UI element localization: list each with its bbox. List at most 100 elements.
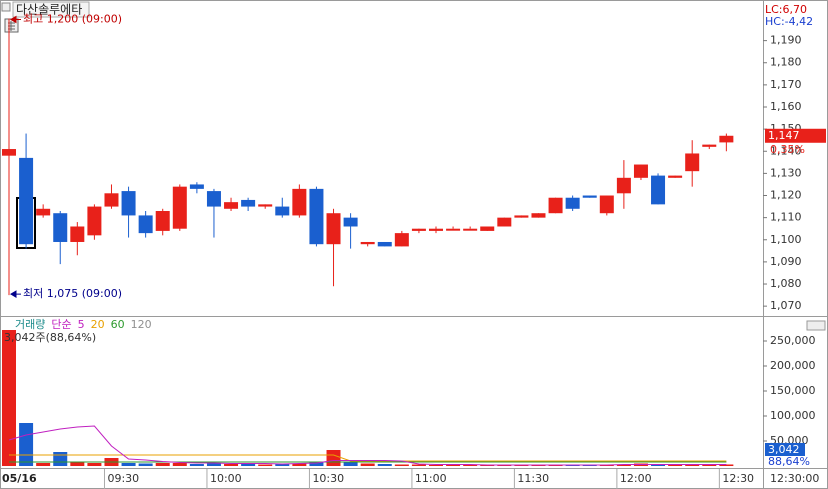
corner-label: 12:30:00: [770, 472, 819, 485]
volume-bar: [377, 464, 392, 466]
volume-bar: [446, 465, 461, 466]
legend-entry: 120: [131, 318, 152, 331]
title-box[interactable]: [12, 1, 90, 18]
volume-bar: [87, 463, 102, 466]
candle-body: [702, 144, 717, 147]
volume-bar: [155, 463, 170, 466]
last-price-box: [765, 128, 826, 143]
candle-body: [275, 206, 290, 216]
volume-bar: [326, 450, 341, 466]
candle-body: [480, 226, 495, 231]
candle-body: [138, 215, 153, 234]
candle-body: [633, 164, 648, 178]
x-tick-label: 12:30: [722, 472, 754, 485]
y-tick-label: 1,100: [770, 233, 802, 246]
volume-bar: [719, 464, 734, 466]
candle-body: [616, 177, 631, 194]
candle-body: [121, 191, 136, 216]
candle-body: [206, 191, 221, 207]
x-tick-label: 11:30: [517, 472, 549, 485]
candle-body: [53, 213, 68, 242]
y-tick-label: 1,120: [770, 189, 802, 202]
y-tick-label: 100,000: [770, 409, 816, 422]
last-price-label: 1,147: [768, 129, 800, 142]
candle-body: [463, 228, 478, 231]
y-tick-label: 1,130: [770, 166, 802, 179]
candle-body: [241, 199, 256, 207]
y-tick-label: 1,110: [770, 211, 802, 224]
candle-body: [104, 193, 119, 207]
candle-body: [565, 197, 580, 209]
y-tick-label: 1,160: [770, 100, 802, 113]
change-label: 0,35%: [770, 143, 805, 156]
volume-bar: [292, 463, 307, 466]
y-tick-label: 1,180: [770, 56, 802, 69]
grid-icon-lines: [8, 21, 15, 31]
ratio-label: 88,64%: [768, 455, 810, 468]
volume-bar: [394, 464, 409, 466]
menu-icon[interactable]: [1, 2, 11, 12]
annotation-arrow: [10, 15, 21, 24]
candle-body: [326, 213, 341, 245]
annotation-arrow: [10, 290, 21, 298]
candle-body: [411, 228, 426, 231]
moving-average: [8, 425, 727, 466]
candle-body: [70, 226, 85, 242]
candle-body: [548, 197, 563, 214]
volume-bar: [206, 463, 221, 466]
candle-body: [446, 228, 461, 231]
y-tick-label: 200,000: [770, 359, 816, 372]
candle-body: [531, 213, 546, 218]
candle-body: [497, 217, 512, 227]
candle-body: [19, 157, 34, 245]
legend-entry: 60: [111, 318, 125, 331]
stat-label: LC:6,70: [765, 3, 807, 16]
candle-body: [2, 149, 16, 156]
stock-name: 다산솔루에타: [16, 3, 82, 17]
volume-bar: [138, 463, 153, 466]
candle-body: [429, 228, 443, 231]
volume-bar: [2, 330, 16, 466]
volume-bar: [463, 465, 478, 466]
candle-body: [172, 186, 187, 229]
volume-bar: [121, 463, 136, 466]
candle-body: [668, 175, 683, 178]
x-tick-label: 10:00: [210, 472, 242, 485]
volume-bar: [360, 463, 375, 466]
candle-body: [377, 241, 392, 247]
stat-label: HC:-4,42: [765, 15, 813, 28]
y-tick-label: 1,140: [770, 144, 802, 157]
volume-bar: [36, 463, 51, 466]
volume-bar: [172, 463, 187, 466]
x-tick-label: 10:30: [312, 472, 344, 485]
annotation: 최고 1,200 (09:00): [23, 12, 122, 25]
panel-button[interactable]: [806, 320, 826, 331]
volume-bar: [70, 462, 85, 466]
legend-entry: 5: [78, 318, 85, 331]
candle-body: [258, 204, 273, 207]
candle-body: [343, 217, 358, 227]
legend-entry: 단순: [51, 318, 71, 331]
candle-body: [155, 211, 170, 231]
x-tick-label: 09:30: [107, 472, 139, 485]
candle-body: [309, 188, 324, 245]
candle-body: [224, 202, 239, 209]
candle-body: [514, 215, 529, 218]
candle-body: [719, 135, 734, 143]
volume-bar: [429, 465, 443, 466]
x-tick-label: 12:00: [620, 472, 652, 485]
volume-bar: [53, 452, 68, 466]
x-tick-label: 11:00: [415, 472, 447, 485]
volume-bar: [189, 464, 204, 466]
volume-bar: [616, 464, 631, 466]
candle-body: [36, 208, 51, 216]
volume-bar: [19, 423, 34, 466]
last-volume-label: 3,042: [768, 443, 800, 456]
volume-bar: [241, 464, 256, 466]
legend-entry: 20: [91, 318, 105, 331]
volume-bar: [258, 464, 273, 466]
legend-entry: 거래량: [15, 318, 45, 331]
y-tick-label: 1,070: [770, 299, 802, 312]
